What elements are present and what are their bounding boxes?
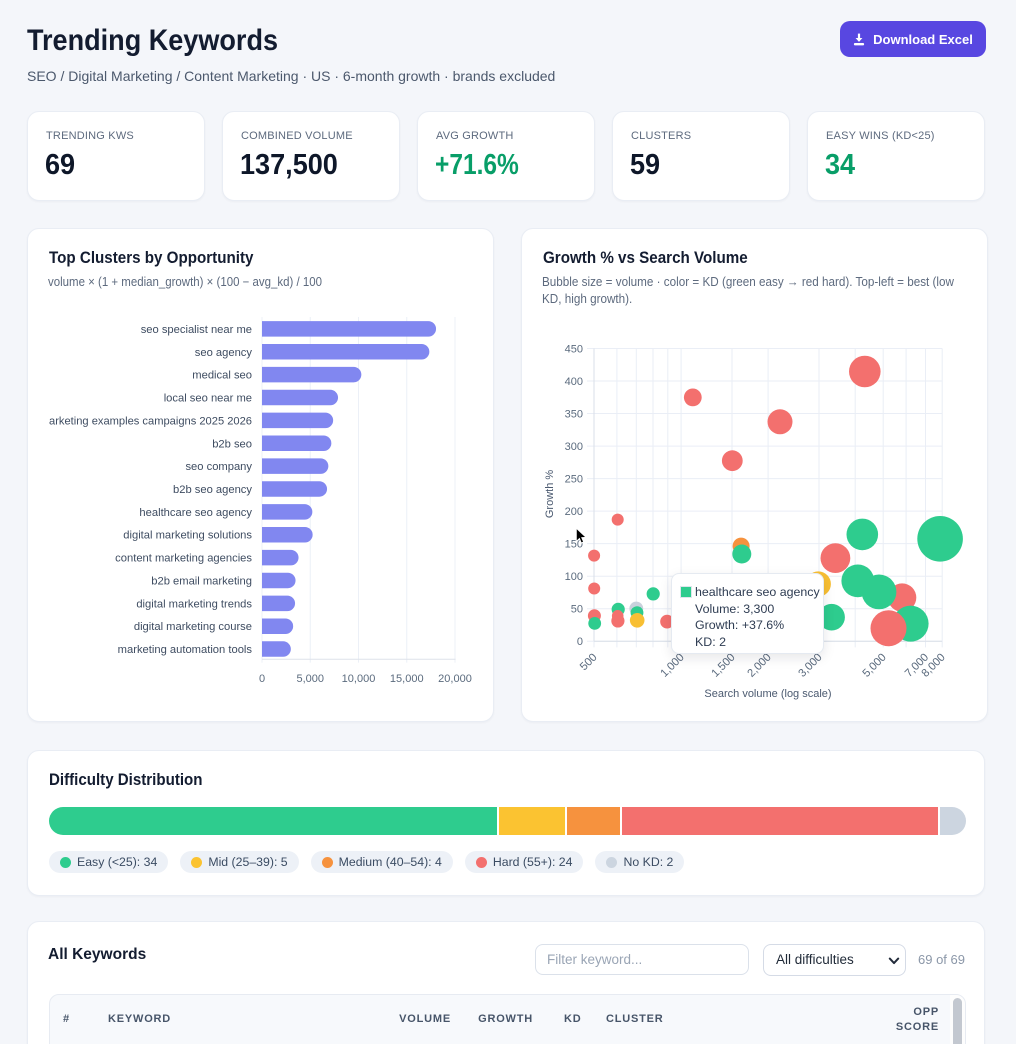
- svg-text:5,000: 5,000: [296, 673, 324, 685]
- svg-text:1,500: 1,500: [709, 651, 737, 679]
- svg-text:250: 250: [565, 473, 583, 485]
- svg-text:medical seo: medical seo: [192, 370, 252, 382]
- svg-text:0: 0: [259, 673, 265, 685]
- svg-text:digital marketing solutions: digital marketing solutions: [123, 530, 252, 542]
- svg-text:content marketing agencies: content marketing agencies: [115, 553, 252, 565]
- svg-text:150: 150: [565, 538, 583, 550]
- svg-text:200: 200: [565, 506, 583, 518]
- svg-text:10,000: 10,000: [342, 673, 376, 685]
- svg-text:Search volume (log scale): Search volume (log scale): [704, 688, 831, 700]
- svg-text:300: 300: [565, 441, 583, 453]
- svg-text:20,000: 20,000: [438, 673, 472, 685]
- svg-text:450: 450: [565, 343, 583, 355]
- svg-text:100: 100: [565, 571, 583, 583]
- svg-text:marketing automation tools: marketing automation tools: [118, 644, 253, 656]
- svg-text:arketing examples campaigns 20: arketing examples campaigns 2025 2026: [49, 415, 252, 427]
- svg-text:local seo near me: local seo near me: [164, 393, 252, 405]
- svg-text:50: 50: [571, 604, 583, 616]
- svg-text:500: 500: [578, 651, 600, 673]
- svg-text:1,000: 1,000: [658, 651, 686, 679]
- svg-text:350: 350: [565, 408, 583, 420]
- svg-text:digital marketing course: digital marketing course: [134, 621, 252, 633]
- svg-text:digital marketing trends: digital marketing trends: [136, 598, 252, 610]
- svg-text:5,000: 5,000: [861, 651, 889, 679]
- svg-text:15,000: 15,000: [390, 673, 424, 685]
- svg-text:seo agency: seo agency: [195, 347, 253, 359]
- svg-text:b2b seo: b2b seo: [212, 438, 252, 450]
- svg-text:healthcare seo agency: healthcare seo agency: [139, 507, 252, 519]
- svg-text:seo company: seo company: [185, 461, 252, 473]
- svg-text:3,000: 3,000: [796, 651, 824, 679]
- svg-text:b2b seo agency: b2b seo agency: [173, 484, 252, 496]
- svg-text:2,000: 2,000: [745, 651, 773, 679]
- svg-text:seo specialist near me: seo specialist near me: [141, 324, 252, 336]
- svg-text:0: 0: [577, 636, 583, 648]
- svg-text:Growth %: Growth %: [544, 470, 556, 519]
- svg-text:b2b email marketing: b2b email marketing: [151, 576, 252, 588]
- svg-text:400: 400: [565, 376, 583, 388]
